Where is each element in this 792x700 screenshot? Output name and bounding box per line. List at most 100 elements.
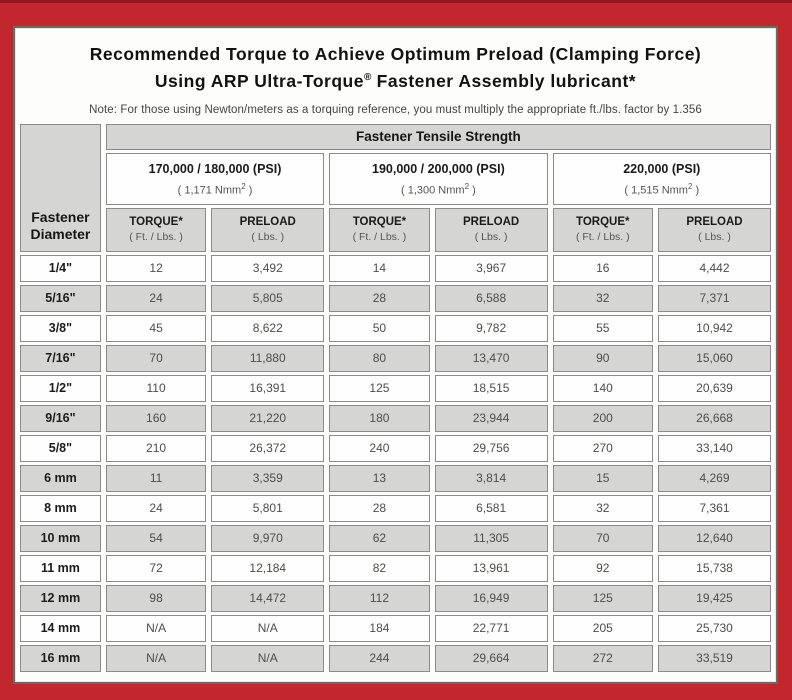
preload-cell: 11,305 (434, 524, 548, 552)
preload-cell: N/A (211, 644, 325, 672)
table-header-row-psi: 170,000 / 180,000 (PSI) ( 1,171 Nmm2 ) 1… (20, 152, 771, 205)
torque-cell: 160 (105, 404, 207, 432)
preload-cell: 6,588 (434, 284, 548, 312)
torque-cell: 14 (329, 254, 430, 282)
torque-label: TORQUE* (576, 216, 630, 229)
conversion-note: Note: For those using Newton/meters as a… (89, 103, 702, 116)
nmm-label: ( 1,515 Nmm2 ) (555, 182, 769, 197)
preload-cell: 7,371 (658, 284, 771, 312)
torque-cell: 200 (552, 404, 654, 432)
preload-cell: 8,622 (211, 314, 325, 342)
preload-header-2: PRELOAD ( Lbs. ) (434, 207, 548, 252)
table-row: 9/16" 160 21,220 180 23,944 200 26,668 (20, 404, 771, 432)
preload-cell: 6,581 (434, 494, 548, 522)
preload-cell: 4,269 (658, 464, 771, 492)
psi-label: 220,000 (PSI) (623, 161, 701, 176)
preload-cell: 14,472 (211, 584, 325, 612)
nmm-pre: ( 1,515 Nmm (624, 184, 688, 197)
torque-unit: ( Ft. / Lbs. ) (129, 231, 183, 244)
torque-cell: 15 (552, 464, 654, 492)
preload-cell: N/A (211, 614, 325, 642)
table-row: 3/8" 45 8,622 50 9,782 55 10,942 (20, 314, 771, 342)
nmm-label: ( 1,300 Nmm2 ) (331, 182, 545, 197)
torque-cell: 24 (105, 494, 207, 522)
psi-group-220: 220,000 (PSI) ( 1,515 Nmm2 ) (552, 152, 771, 205)
preload-header-3: PRELOAD ( Lbs. ) (658, 207, 771, 252)
preload-cell: 21,220 (211, 404, 325, 432)
torque-cell: 270 (552, 434, 654, 462)
torque-cell: 32 (552, 494, 654, 522)
preload-cell: 10,942 (658, 314, 771, 342)
torque-cell: 24 (105, 284, 207, 312)
corner-header-fastener-diameter: Fastener Diameter (20, 123, 101, 252)
preload-unit: ( Lbs. ) (474, 231, 508, 244)
torque-cell: 50 (329, 314, 430, 342)
torque-cell: 98 (105, 584, 207, 612)
table-row: 1/4" 12 3,492 14 3,967 16 4,442 (20, 254, 771, 282)
nmm-pre: ( 1,300 Nmm (400, 184, 465, 197)
table-row: 7/16" 70 11,880 80 13,470 90 15,060 (20, 344, 771, 372)
preload-cell: 3,359 (211, 464, 325, 492)
torque-cell: 125 (552, 584, 654, 612)
preload-cell: 20,639 (658, 374, 771, 402)
table-row: 10 mm 54 9,970 62 11,305 70 12,640 (20, 524, 771, 552)
torque-cell: 32 (552, 284, 654, 312)
diameter-cell: 11 mm (20, 554, 101, 582)
torque-cell: 125 (329, 374, 430, 402)
torque-cell: 13 (329, 464, 430, 492)
torque-cell: 140 (552, 374, 654, 402)
diameter-cell: 5/8" (20, 434, 101, 462)
preload-cell: 33,519 (658, 644, 771, 672)
diameter-cell: 1/2" (20, 374, 101, 402)
preload-cell: 13,961 (434, 554, 548, 582)
preload-cell: 33,140 (658, 434, 771, 462)
diameter-cell: 7/16" (20, 344, 101, 372)
preload-cell: 16,949 (434, 584, 548, 612)
preload-cell: 4,442 (658, 254, 771, 282)
nmm-post: ) (245, 184, 253, 197)
diameter-cell: 6 mm (20, 464, 101, 492)
diameter-cell: 5/16" (20, 284, 101, 312)
torque-unit: ( Ft. / Lbs. ) (352, 231, 407, 244)
torque-cell: 70 (105, 344, 207, 372)
torque-cell: 205 (552, 614, 654, 642)
preload-cell: 7,361 (658, 494, 771, 522)
nmm-post: ) (692, 184, 700, 197)
torque-label: TORQUE* (352, 216, 407, 229)
table-row: 16 mm N/A N/A 244 29,664 272 33,519 (20, 644, 771, 672)
preload-cell: 29,756 (434, 434, 548, 462)
preload-cell: 9,782 (434, 314, 548, 342)
preload-cell: 19,425 (658, 584, 771, 612)
psi-label: 190,000 / 200,000 (PSI) (372, 161, 505, 176)
nmm-sup: 2 (464, 181, 470, 191)
torque-unit: ( Ft. / Lbs. ) (575, 231, 630, 244)
torque-cell: 180 (329, 404, 430, 432)
preload-cell: 15,060 (658, 344, 771, 372)
preload-label: PRELOAD (239, 216, 296, 229)
preload-cell: 12,184 (211, 554, 325, 582)
torque-header-1: TORQUE* ( Ft. / Lbs. ) (105, 207, 207, 252)
preload-cell: 5,805 (211, 284, 325, 312)
preload-cell: 26,668 (658, 404, 771, 432)
table-row: 5/8" 210 26,372 240 29,756 270 33,140 (20, 434, 771, 462)
nmm-sup: 2 (241, 181, 246, 191)
preload-unit: ( Lbs. ) (251, 231, 285, 244)
preload-cell: 25,730 (658, 614, 771, 642)
diameter-cell: 1/4" (20, 254, 101, 282)
tensile-strength-header: Fastener Tensile Strength (105, 123, 771, 150)
table-row: 6 mm 11 3,359 13 3,814 15 4,269 (20, 464, 771, 492)
preload-cell: 22,771 (434, 614, 548, 642)
preload-cell: 13,470 (434, 344, 548, 372)
torque-cell: 28 (329, 284, 430, 312)
nmm-label: ( 1,171 Nmm2 ) (108, 182, 322, 197)
torque-preload-table: Fastener Diameter Fastener Tensile Stren… (15, 121, 776, 675)
nmm-post: ) (469, 184, 476, 197)
preload-label: PRELOAD (686, 216, 743, 229)
torque-cell: 80 (329, 344, 430, 372)
preload-cell: 26,372 (211, 434, 325, 462)
torque-cell: 184 (329, 614, 430, 642)
table-row: 8 mm 24 5,801 28 6,581 32 7,361 (20, 494, 771, 522)
table-row: 14 mm N/A N/A 184 22,771 205 25,730 (20, 614, 771, 642)
preload-cell: 18,515 (434, 374, 548, 402)
